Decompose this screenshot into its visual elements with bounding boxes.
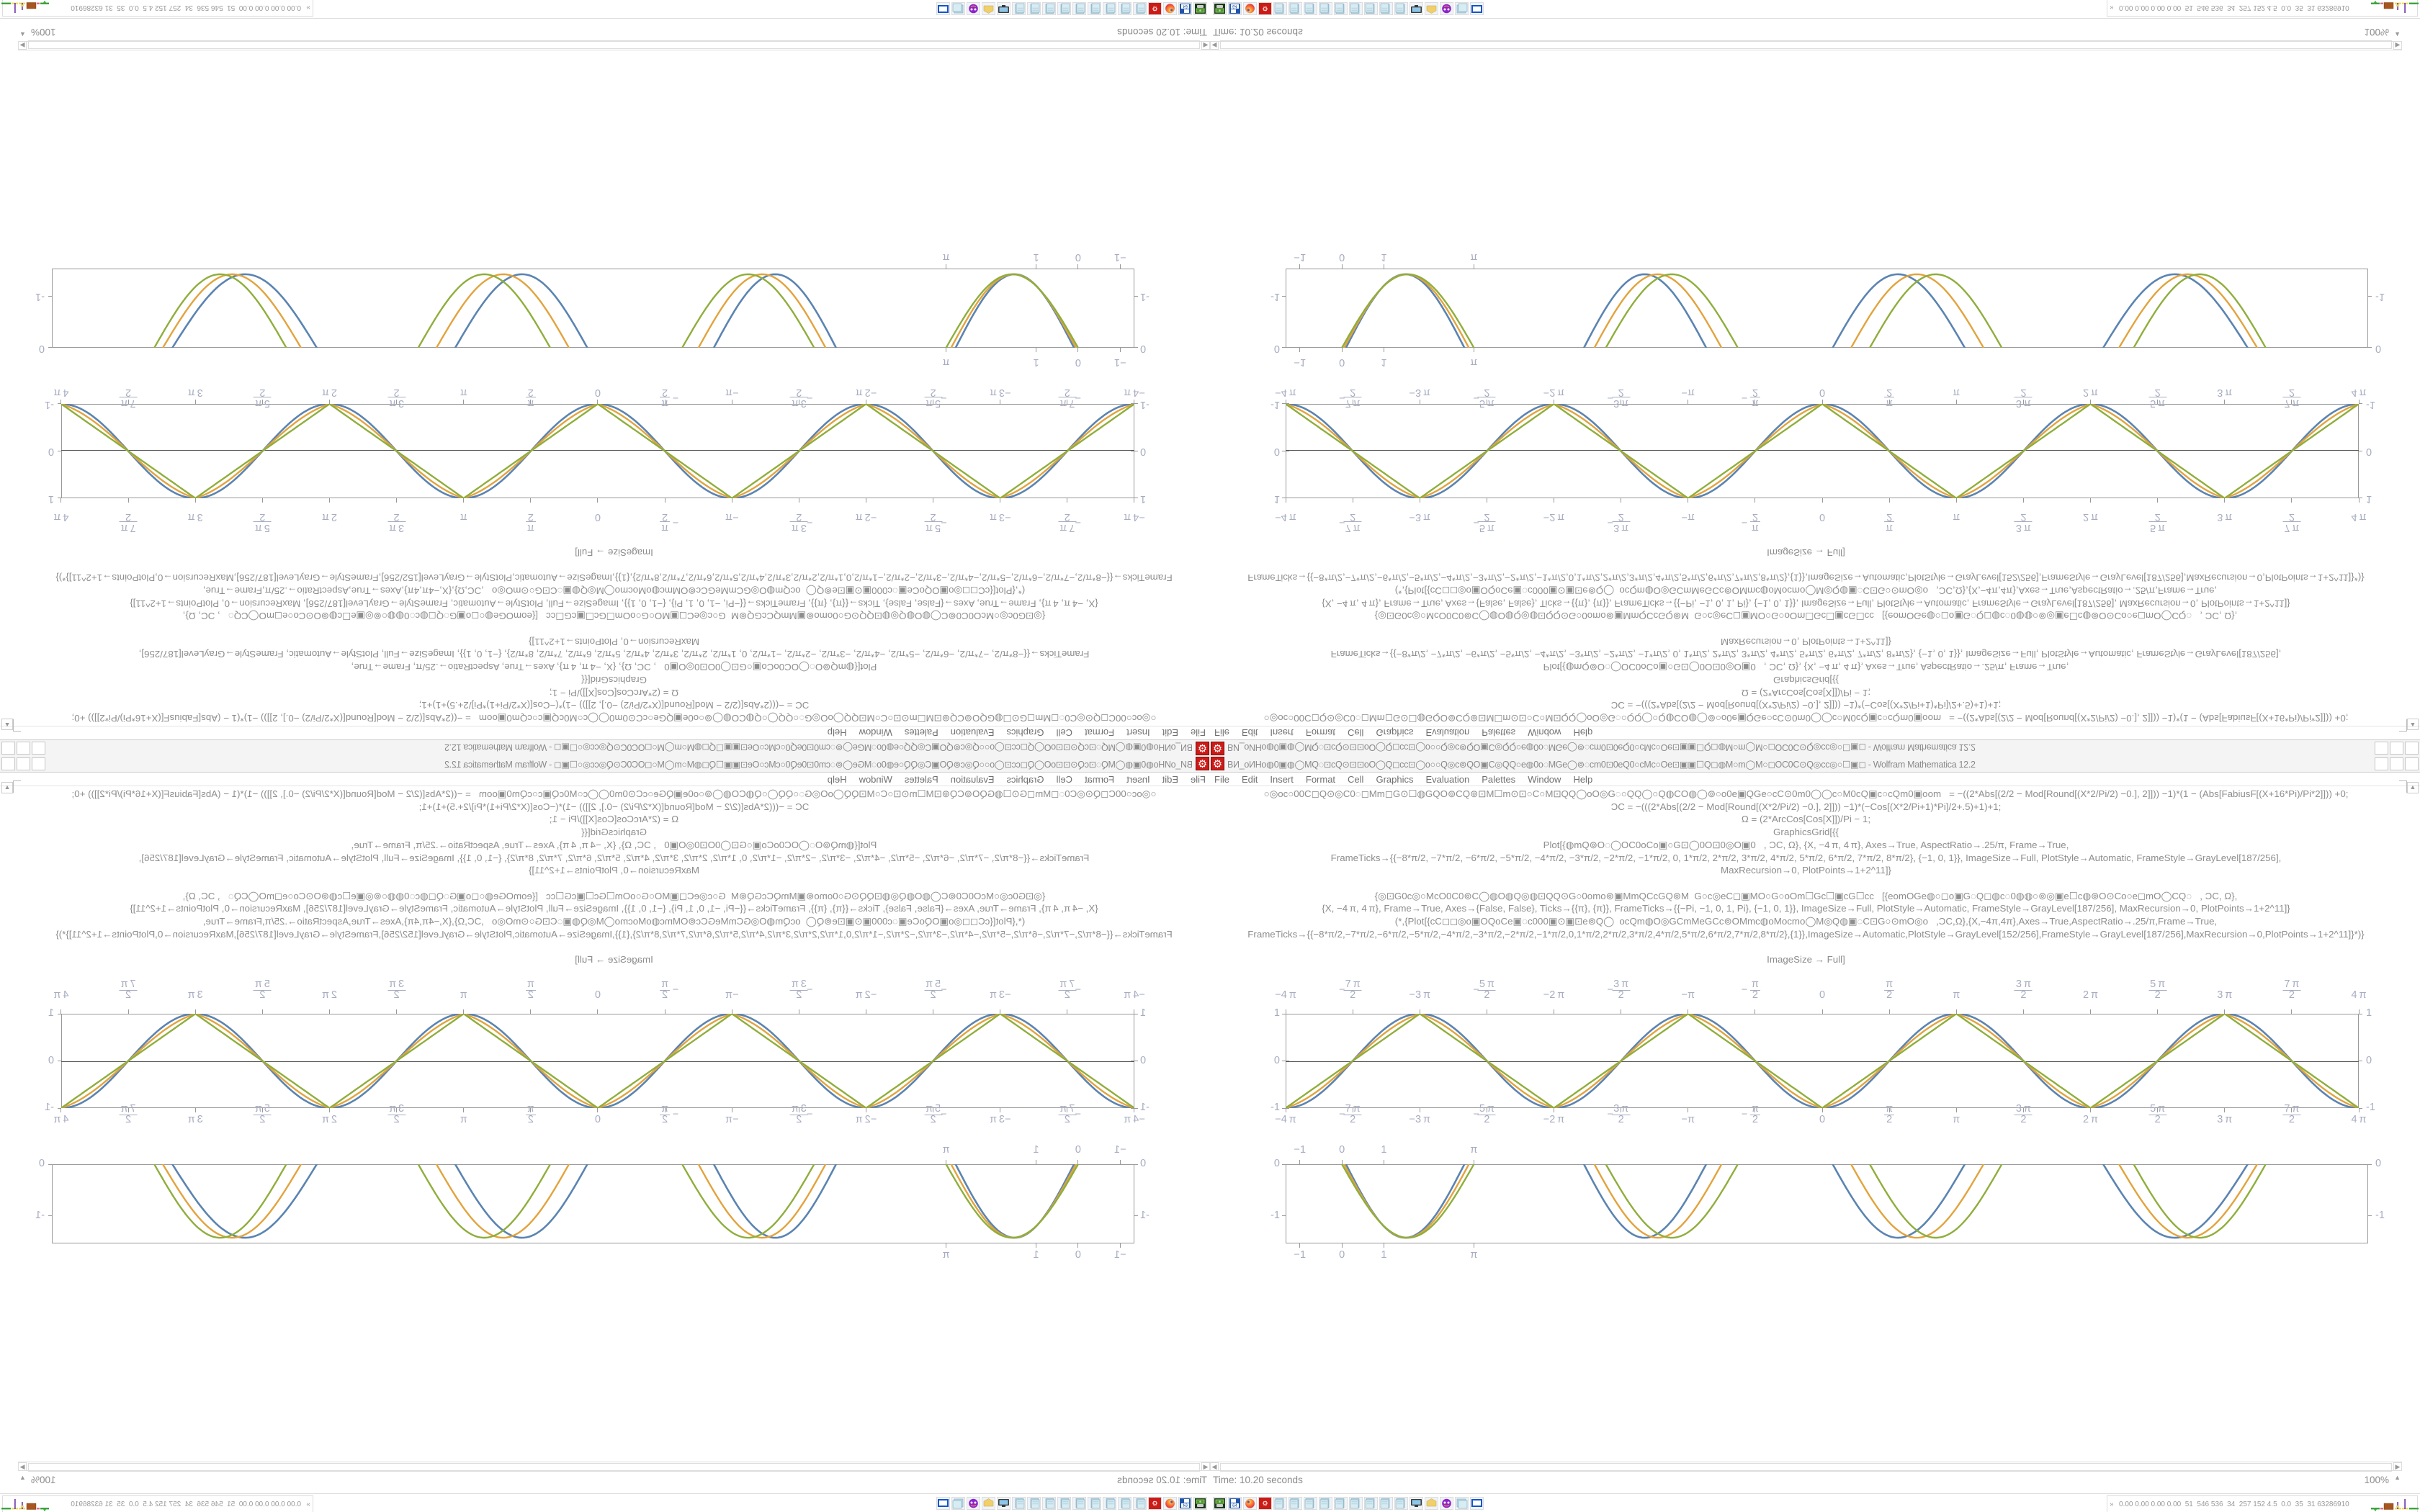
svg-text:64: 64: [1183, 4, 1188, 8]
svg-text:64: 64: [1232, 4, 1237, 8]
svg-text:⚙: ⚙: [1262, 1500, 1268, 1507]
svg-text:64: 64: [1183, 1504, 1188, 1508]
svg-text:⚙: ⚙: [1152, 5, 1157, 12]
svg-text:⚙: ⚙: [1262, 5, 1268, 12]
svg-text:⚙: ⚙: [1152, 1500, 1157, 1507]
svg-text:64: 64: [1232, 1504, 1237, 1508]
